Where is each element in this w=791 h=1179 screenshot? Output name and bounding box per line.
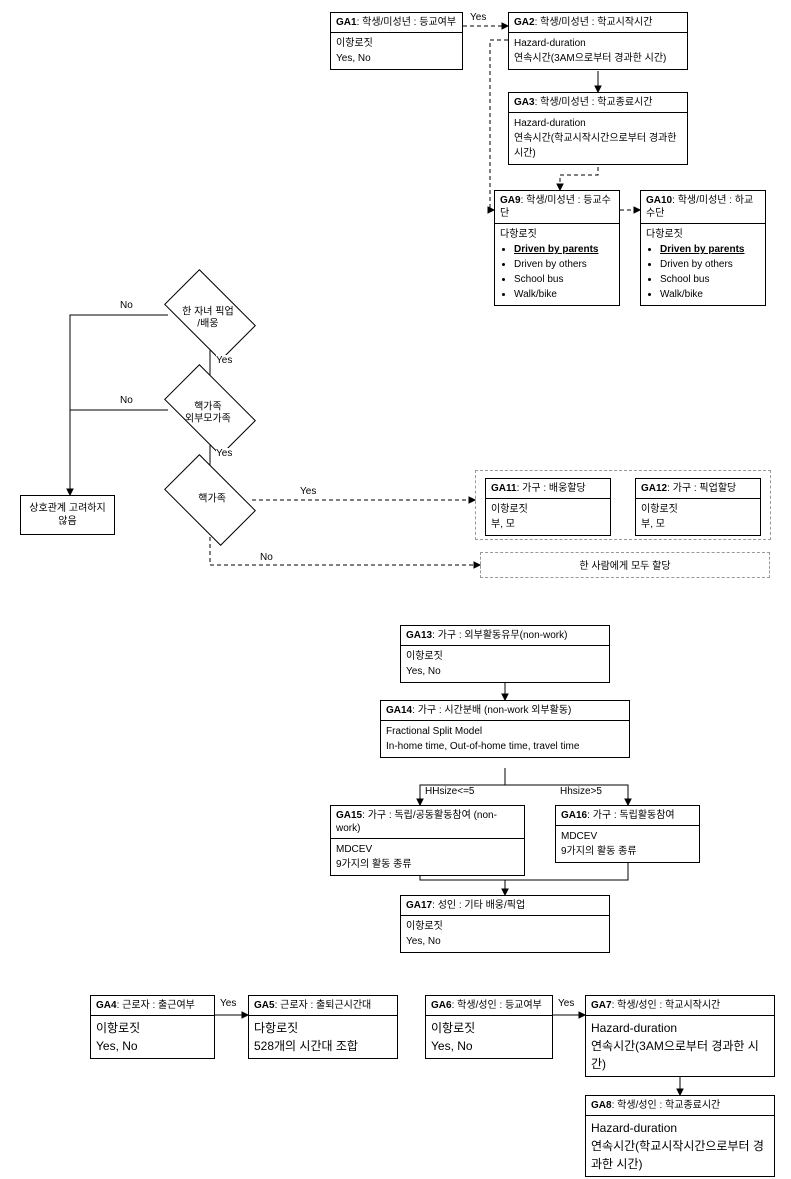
node-ga13: GA13: 가구 : 외부활동유무(non-work) 이항로짓Yes, No [400,625,610,683]
diamond-pickup: 한 자녀 픽업/배웅 [164,269,256,361]
node-ga17: GA17: 성인 : 기타 배웅/픽업 이항로짓Yes, No [400,895,610,953]
node-ga3: GA3: 학생/미성년 : 학교종료시간 Hazard-duration연속시간… [508,92,688,165]
label-no-d2: No [120,395,133,406]
node-ga1: GA1: 학생/미성년 : 등교여부 이항로짓Yes, No [330,12,463,70]
label-no-d3: No [260,552,273,563]
node-ga11: GA11: 가구 : 배웅할당 이항로짓부, 모 [485,478,611,536]
box-no-relation: 상호관계 고려하지않음 [20,495,115,535]
node-ga9: GA9: 학생/미성년 : 등교수단 다항로짓 Driven by parent… [494,190,620,306]
label-yes-ga6: Yes [558,998,574,1009]
node-ga5: GA5: 근로자 : 출퇴근시간대 다항로짓528개의 시간대 조합 [248,995,398,1059]
label-yes-ga1: Yes [470,12,486,23]
node-ga6: GA6: 학생/성인 : 등교여부 이항로짓Yes, No [425,995,553,1059]
text-no-relation: 상호관계 고려하지않음 [29,503,105,527]
node-ga4: GA4: 근로자 : 출근여부 이항로짓Yes, No [90,995,215,1059]
label-yes-d2: Yes [216,448,232,459]
label-no-d1: No [120,300,133,311]
node-ga15: GA15: 가구 : 독립/공동활동참여 (non-work) MDCEV9가지… [330,805,525,876]
label-hhle5: HHsize<=5 [425,786,474,797]
node-ga16: GA16: 가구 : 독립활동참여 MDCEV9가지의 활동 종류 [555,805,700,863]
node-ga7: GA7: 학생/성인 : 학교시작시간 Hazard-duration연속시간(… [585,995,775,1077]
node-ga10: GA10: 학생/미성년 : 하교수단 다항로짓 Driven by paren… [640,190,766,306]
label-yes-d3: Yes [300,486,316,497]
node-ga12: GA12: 가구 : 픽업할당 이항로짓부, 모 [635,478,761,536]
diamond-nuclear: 핵가족 [164,454,256,546]
label-yes-ga4: Yes [220,998,236,1009]
node-ga8: GA8: 학생/성인 : 학교종료시간 Hazard-duration연속시간(… [585,1095,775,1177]
node-ga2: GA2: 학생/미성년 : 학교시작시간 Hazard-duration연속시간… [508,12,688,70]
node-ga14: GA14: 가구 : 시간분배 (non-work 외부활동) Fraction… [380,700,630,758]
diamond-nuclear-ext: 핵가족외부모가족 [164,364,256,456]
container-one-assign: 한 사람에게 모두 할당 [480,552,770,578]
label-hhgt5: Hhsize>5 [560,786,602,797]
label-yes-d1: Yes [216,355,232,366]
text-one-assign: 한 사람에게 모두 할당 [579,561,670,572]
